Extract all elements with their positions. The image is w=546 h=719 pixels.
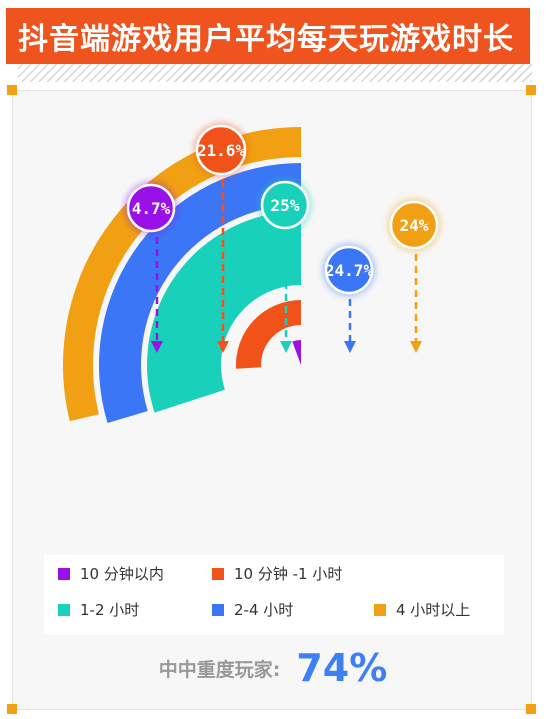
title-banner: 抖音端游戏用户平均每天玩游戏时长	[6, 8, 530, 64]
legend-item-under-10min: 10 分钟以内	[58, 563, 164, 584]
legend-swatch	[212, 567, 224, 580]
corner-marker-bottom-left	[7, 704, 17, 714]
data-label-3: 25%	[271, 196, 300, 215]
chart-arcs	[62, 127, 301, 424]
legend-label: 10 分钟以内	[80, 565, 164, 583]
value-bubble-4: 24.7%	[322, 243, 376, 297]
arc-segment-3	[146, 211, 301, 413]
arc-segment-2	[235, 300, 301, 369]
value-bubble-1: 4.7%	[124, 181, 178, 235]
chart-bubbles: 4.7% 21.6% 25% 24.7% 24%	[124, 122, 441, 297]
corner-marker-top-right	[526, 85, 536, 95]
legend-label: 10 分钟 -1 小时	[234, 565, 343, 583]
bubble-circle	[389, 200, 439, 250]
legend-swatch	[212, 603, 224, 616]
corner-marker-bottom-right	[526, 704, 536, 714]
arrow-head-3	[280, 341, 292, 353]
summary: 中中重度玩家: 74%	[0, 638, 546, 698]
data-label-2: 21.6%	[197, 141, 246, 160]
arrow-head-5	[410, 341, 422, 353]
value-bubble-3: 25%	[258, 178, 312, 232]
arrow-head-4	[344, 341, 356, 353]
legend-item-1-2h: 1-2 小时	[58, 599, 139, 620]
value-bubble-2: 21.6%	[193, 122, 249, 178]
legend-label: 1-2 小时	[80, 601, 140, 619]
arc-segment-5	[62, 127, 301, 422]
bubble-circle	[195, 124, 247, 176]
bubble-circle	[260, 180, 310, 230]
legend-label: 4 小时以上	[396, 601, 471, 619]
legend-label: 2-4 小时	[234, 601, 294, 619]
legend-swatch	[374, 603, 386, 616]
bubble-circle	[126, 183, 176, 233]
decorative-hatch	[18, 64, 532, 82]
arc-segment-1	[292, 340, 301, 365]
corner-marker-top-left	[7, 85, 17, 95]
legend-item-10min-1h: 10 分钟 -1 小时	[212, 563, 342, 584]
legend-swatch	[58, 603, 70, 616]
data-label-1: 4.7%	[132, 199, 171, 218]
summary-value: 74%	[296, 646, 388, 690]
page-title: 抖音端游戏用户平均每天玩游戏时长	[18, 22, 514, 57]
data-label-4: 24.7%	[325, 261, 374, 280]
chart-arrows	[151, 180, 422, 353]
value-bubble-5: 24%	[387, 198, 441, 252]
chart-legend: 10 分钟以内 10 分钟 -1 小时 1-2 小时 2-4 小时 4 小时以上	[44, 555, 504, 635]
summary-label: 中中重度玩家:	[158, 658, 281, 681]
data-label-5: 24%	[400, 216, 429, 235]
bubble-circle	[324, 245, 374, 295]
arrow-head-1	[151, 341, 163, 353]
arrow-head-2	[217, 341, 229, 353]
legend-item-over-4h: 4 小时以上	[374, 599, 470, 620]
legend-item-2-4h: 2-4 小时	[212, 599, 293, 620]
legend-swatch	[58, 567, 70, 580]
